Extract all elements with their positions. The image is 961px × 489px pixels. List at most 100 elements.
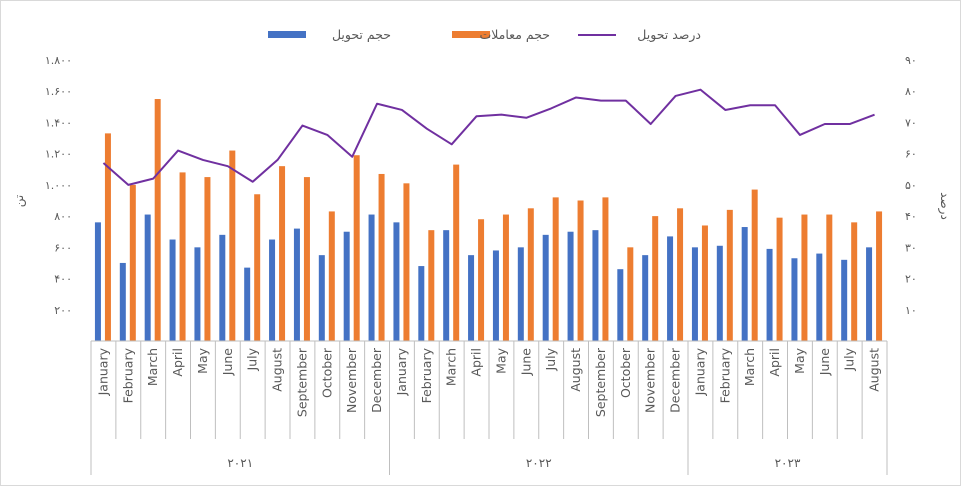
legend-swatch-delivery_volume (268, 31, 306, 38)
left-tick-label: ۱.۸۰۰ (45, 54, 72, 67)
bar-trade-volume (403, 183, 410, 341)
month-label: April (469, 348, 484, 377)
bar-delivery-volume (119, 262, 126, 341)
month-label: March (742, 348, 757, 386)
month-label: August (867, 348, 882, 392)
bar-trade-volume (154, 99, 161, 342)
bar-delivery-volume (393, 222, 400, 341)
bar-delivery-volume (343, 231, 350, 341)
month-label: May (792, 347, 807, 373)
bar-delivery-volume (866, 247, 873, 341)
right-tick-label: ۲۰ (905, 273, 917, 286)
month-label: April (767, 348, 782, 377)
month-label: June (518, 348, 533, 377)
bar-trade-volume (104, 133, 111, 341)
bar-trade-volume (527, 208, 534, 341)
right-tick-label: ۴۰ (905, 210, 917, 223)
bar-trade-volume (751, 189, 758, 341)
left-tick-label: ۱.۲۰۰ (45, 148, 72, 161)
month-label: January (394, 347, 409, 396)
right-tick-label: ۳۰ (905, 241, 917, 254)
bar-trade-volume (726, 209, 733, 341)
line-series (102, 88, 875, 186)
bar-delivery-volume (691, 247, 698, 341)
bar-trade-volume (577, 200, 584, 341)
right-tick-label: ۶۰ (905, 148, 917, 161)
bar-delivery-volume (219, 234, 226, 341)
bar-delivery-volume (642, 255, 649, 341)
bar-delivery-volume (293, 228, 300, 341)
bar-delivery-volume (492, 250, 499, 341)
left-tick-label: ۸۰۰ (54, 210, 72, 223)
month-label: September (294, 347, 309, 417)
delivery-percent-line (102, 88, 875, 186)
bar-trade-volume (453, 164, 460, 341)
bar-trade-volume (876, 211, 883, 341)
bar-trade-volume (179, 172, 186, 341)
bar-delivery-volume (542, 234, 549, 341)
left-tick-label: ۱.۴۰۰ (45, 116, 72, 129)
bar-trade-volume (428, 230, 435, 341)
bar-trade-volume (627, 247, 634, 341)
bar-delivery-volume (468, 255, 475, 341)
bar-delivery-volume (94, 222, 101, 341)
legend-label-delivery_pct: درصد تحویل (637, 27, 701, 43)
month-label: March (444, 348, 459, 386)
bar-trade-volume (204, 177, 211, 341)
bar-delivery-volume (766, 248, 773, 341)
month-label: May (493, 347, 508, 373)
month-label: December (369, 347, 384, 413)
month-label: March (145, 348, 160, 386)
year-label: ۲۰۲۳ (775, 456, 801, 470)
right-axis-title: درصد (937, 192, 952, 220)
right-tick-label: ۹۰ (905, 54, 917, 67)
month-label: May (195, 347, 210, 373)
bar-delivery-volume (269, 239, 276, 341)
bar-trade-volume (776, 217, 783, 341)
month-label: August (270, 348, 285, 392)
month-label: December (668, 347, 683, 413)
bar-trade-volume (502, 214, 509, 341)
bar-delivery-volume (791, 258, 798, 341)
month-label: October (618, 347, 633, 398)
month-label: July (245, 347, 260, 371)
bar-trade-volume (378, 173, 385, 341)
bar-trade-volume (826, 214, 833, 341)
bar-trade-volume (602, 197, 609, 341)
month-label: January (692, 347, 707, 396)
left-tick-label: ۶۰۰ (54, 241, 72, 254)
month-label: April (170, 348, 185, 377)
month-label: October (319, 347, 334, 398)
legend: حجم تحویل حجم معاملات درصد تحویل (268, 27, 701, 43)
bar-trade-volume (478, 219, 485, 341)
bar-trade-volume (677, 208, 684, 341)
year-label: ۲۰۲۱ (227, 456, 253, 470)
bar-trade-volume (552, 197, 559, 341)
month-label: January (95, 347, 110, 396)
bar-delivery-volume (418, 266, 425, 341)
bar-delivery-volume (443, 230, 450, 341)
bar-delivery-volume (667, 236, 674, 341)
year-label: ۲۰۲۲ (526, 456, 552, 470)
x-axis: ۲۰۲۱ ۲۰۲۲ ۲۰۲۳ January February March April May… (90, 340, 888, 475)
bar-trade-volume (328, 211, 335, 341)
bar-trade-volume (279, 166, 286, 341)
bar-trade-volume (652, 216, 659, 341)
left-tick-label: ۴۰۰ (54, 273, 72, 286)
right-tick-label: ۱۰ (905, 304, 917, 317)
bar-delivery-volume (592, 230, 599, 341)
month-label: November (344, 347, 359, 413)
left-axis: ۲۰۰ ۴۰۰ ۶۰۰ ۸۰۰ ۱.۰۰۰ ۱.۲۰۰ ۱.۴۰۰ ۱.۶۰۰ ۱.۸۰۰ تن (12, 54, 72, 317)
right-tick-label: ۷۰ (905, 116, 917, 129)
bar-delivery-volume (517, 247, 524, 341)
bar-delivery-volume (169, 239, 176, 341)
right-tick-label: ۵۰ (905, 179, 917, 192)
bar-trade-volume (701, 225, 708, 341)
bar-delivery-volume (741, 227, 748, 341)
left-tick-label: ۱.۰۰۰ (45, 179, 72, 192)
month-label: February (717, 347, 732, 403)
left-tick-label: ۱.۶۰۰ (45, 85, 72, 98)
bar-trade-volume (851, 222, 858, 341)
left-tick-label: ۲۰۰ (54, 304, 72, 317)
